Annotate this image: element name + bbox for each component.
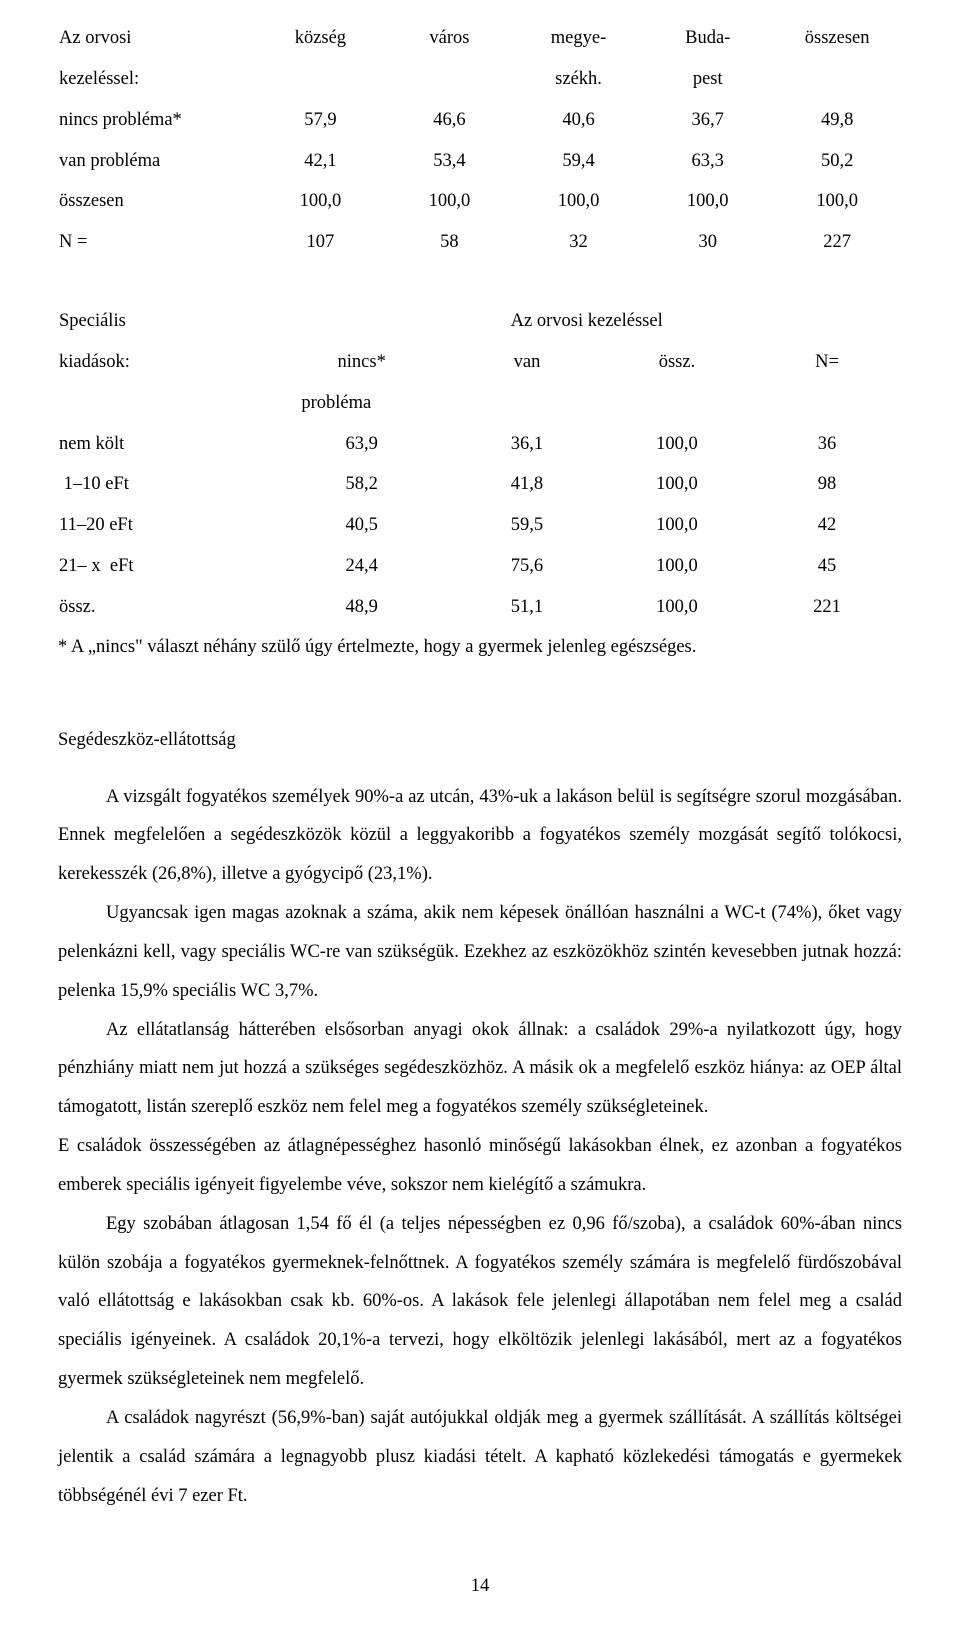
cell: 58,2: [271, 464, 452, 505]
cell: város: [385, 18, 514, 59]
cell: 63,9: [271, 424, 452, 465]
cell: kezeléssel:: [58, 59, 256, 100]
cell: 53,4: [385, 141, 514, 182]
cell: 227: [772, 222, 902, 263]
cell: [772, 59, 902, 100]
cell: 40,5: [271, 505, 452, 546]
paragraph: A családok nagyrészt (56,9%-ban) saját a…: [58, 1399, 902, 1516]
cell: 100,0: [256, 181, 385, 222]
footnote: * A „nincs" választ néhány szülő úgy ért…: [58, 628, 902, 667]
cell: N=: [752, 342, 902, 383]
cell: 98: [752, 464, 902, 505]
cell: 41,8: [452, 464, 602, 505]
cell: 42,1: [256, 141, 385, 182]
cell: 48,9: [271, 587, 452, 628]
cell: 46,6: [385, 100, 514, 141]
cell: [256, 59, 385, 100]
table-row: nincs probléma* 57,9 46,6 40,6 36,7 49,8: [58, 100, 902, 141]
cell: 100,0: [643, 181, 772, 222]
cell: Az orvosi: [58, 18, 256, 59]
cell: nincs probléma*: [58, 100, 256, 141]
cell: össz.: [602, 342, 752, 383]
paragraph: Ugyancsak igen magas azoknak a száma, ak…: [58, 894, 902, 1011]
body-text: A vizsgált fogyatékos személyek 90%-a az…: [58, 778, 902, 1516]
cell: 59,4: [514, 141, 643, 182]
table-row: nem költ 63,9 36,1 100,0 36: [58, 424, 902, 465]
table-row: van probléma 42,1 53,4 59,4 63,3 50,2: [58, 141, 902, 182]
cell: 100,0: [514, 181, 643, 222]
page-number: 14: [58, 1576, 902, 1597]
cell: probléma: [271, 383, 452, 424]
cell: székh.: [514, 59, 643, 100]
cell: 30: [643, 222, 772, 263]
cell: Buda-: [643, 18, 772, 59]
table-row: 1–10 eFt 58,2 41,8 100,0 98: [58, 464, 902, 505]
cell: megye-: [514, 18, 643, 59]
section-title: Segédeszköz-ellátottság: [58, 721, 902, 760]
table-row: kezeléssel: székh. pest: [58, 59, 902, 100]
paragraph: Az ellátatlanság hátterében elsősorban a…: [58, 1011, 902, 1128]
cell: 58: [385, 222, 514, 263]
cell: 11–20 eFt: [58, 505, 271, 546]
table-row: összesen 100,0 100,0 100,0 100,0 100,0: [58, 181, 902, 222]
table-medical-treatment: Az orvosi község város megye- Buda- össz…: [58, 18, 902, 263]
cell: [58, 383, 271, 424]
table-row: 11–20 eFt 40,5 59,5 100,0 42: [58, 505, 902, 546]
cell: 75,6: [452, 546, 602, 587]
cell: összesen: [772, 18, 902, 59]
paragraph: A vizsgált fogyatékos személyek 90%-a az…: [58, 778, 902, 895]
cell: 51,1: [452, 587, 602, 628]
table-row: Speciális Az orvosi kezeléssel: [58, 301, 902, 342]
cell: 57,9: [256, 100, 385, 141]
cell: 100,0: [602, 464, 752, 505]
cell: Speciális: [58, 301, 271, 342]
cell: összesen: [58, 181, 256, 222]
table-row: kiadások: nincs* van össz. N=: [58, 342, 902, 383]
cell: 63,3: [643, 141, 772, 182]
cell: nem költ: [58, 424, 271, 465]
cell: 100,0: [602, 424, 752, 465]
table-row: össz. 48,9 51,1 100,0 221: [58, 587, 902, 628]
table-row: Az orvosi község város megye- Buda- össz…: [58, 18, 902, 59]
table-special-expenses: Speciális Az orvosi kezeléssel kiadások:…: [58, 301, 902, 628]
paragraph: Egy szobában átlagosan 1,54 fő él (a tel…: [58, 1205, 902, 1399]
cell: Az orvosi kezeléssel: [271, 301, 902, 342]
cell: 1–10 eFt: [58, 464, 271, 505]
cell: [752, 383, 902, 424]
cell: [602, 383, 752, 424]
cell: pest: [643, 59, 772, 100]
cell: kiadások:: [58, 342, 271, 383]
cell: 107: [256, 222, 385, 263]
cell: 50,2: [772, 141, 902, 182]
paragraph: E családok összességében az átlagnépessé…: [58, 1127, 902, 1205]
cell: 100,0: [772, 181, 902, 222]
cell: nincs*: [271, 342, 452, 383]
table-row: N = 107 58 32 30 227: [58, 222, 902, 263]
cell: 40,6: [514, 100, 643, 141]
cell: [452, 383, 602, 424]
cell: 100,0: [385, 181, 514, 222]
cell: 42: [752, 505, 902, 546]
cell: község: [256, 18, 385, 59]
cell: van: [452, 342, 602, 383]
table-row: 21– x eFt 24,4 75,6 100,0 45: [58, 546, 902, 587]
cell: N =: [58, 222, 256, 263]
cell: 36: [752, 424, 902, 465]
cell: 100,0: [602, 546, 752, 587]
cell: 100,0: [602, 505, 752, 546]
cell: össz.: [58, 587, 271, 628]
cell: 45: [752, 546, 902, 587]
cell: 49,8: [772, 100, 902, 141]
cell: 100,0: [602, 587, 752, 628]
cell: 32: [514, 222, 643, 263]
cell: 59,5: [452, 505, 602, 546]
cell: 24,4: [271, 546, 452, 587]
table-row: probléma: [58, 383, 902, 424]
cell: 36,1: [452, 424, 602, 465]
cell: 21– x eFt: [58, 546, 271, 587]
cell: 36,7: [643, 100, 772, 141]
cell: van probléma: [58, 141, 256, 182]
cell: 221: [752, 587, 902, 628]
cell: [385, 59, 514, 100]
